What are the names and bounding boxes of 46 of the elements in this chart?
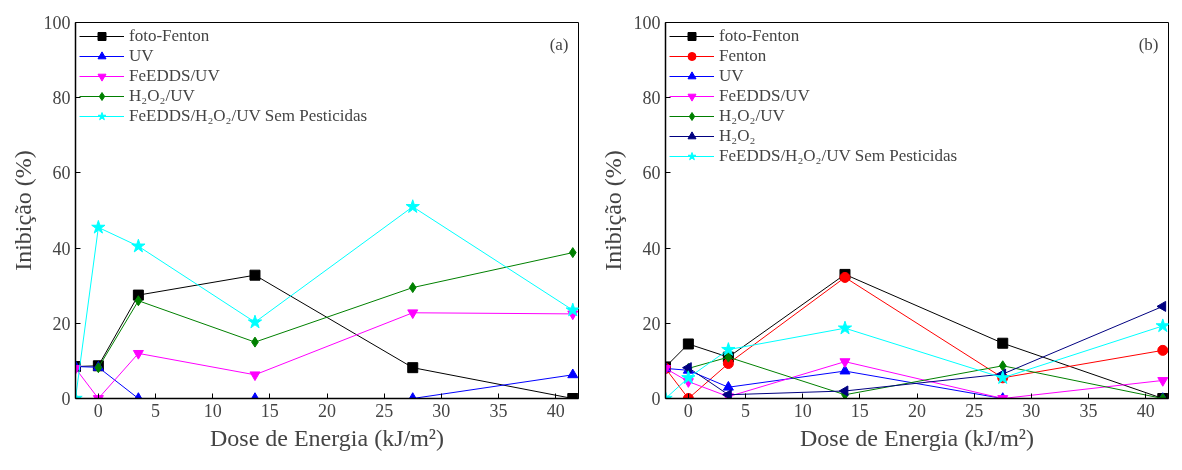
annotation: (a) bbox=[549, 34, 569, 54]
x-tick-label: 35 bbox=[1079, 400, 1098, 421]
x-axis-title: Dose de Energia (kJ/m²) bbox=[209, 424, 445, 451]
x-tick-label: 15 bbox=[850, 400, 869, 421]
y-tick-label: 100 bbox=[43, 13, 71, 33]
legend-label: Fenton bbox=[719, 46, 767, 66]
legend-label: FeEDDS/UV bbox=[719, 86, 810, 106]
x-tick-label: 20 bbox=[318, 400, 336, 421]
x-tick-label: 25 bbox=[375, 400, 394, 421]
x-tick-label: 20 bbox=[908, 400, 926, 421]
legend-label: FeEDDS/H₂O₂/UV Sem Pesticidas bbox=[719, 146, 958, 166]
y-tick-label: 40 bbox=[52, 238, 71, 259]
y-axis-title: Inibição (%) bbox=[9, 150, 36, 271]
legend-label: foto-Fenton bbox=[719, 26, 800, 46]
legend-label: foto-Fenton bbox=[129, 26, 210, 46]
legend-label: FeEDDS/UV bbox=[129, 66, 220, 86]
y-axis-title: Inibição (%) bbox=[599, 150, 626, 271]
x-tick-label: 40 bbox=[546, 400, 565, 421]
x-tick-label: 5 bbox=[741, 400, 751, 421]
x-tick-label: 0 bbox=[683, 400, 693, 421]
y-tick-label: 80 bbox=[642, 88, 661, 109]
x-tick-label: 30 bbox=[432, 400, 451, 421]
y-tick-label: 80 bbox=[52, 88, 71, 109]
x-tick-label: 25 bbox=[965, 400, 984, 421]
x-tick-label: 10 bbox=[203, 400, 222, 421]
x-tick-label: 35 bbox=[489, 400, 508, 421]
x-tick-label: 10 bbox=[793, 400, 812, 421]
x-tick-label: 30 bbox=[1022, 400, 1041, 421]
x-tick-label: 40 bbox=[1136, 400, 1155, 421]
legend-label: H₂O₂ bbox=[719, 126, 756, 146]
y-tick-label: 40 bbox=[642, 238, 661, 259]
legend-label: FeEDDS/H₂O₂/UV Sem Pesticidas bbox=[129, 106, 368, 126]
y-tick-label: 20 bbox=[52, 313, 71, 334]
annotation: (b) bbox=[1138, 34, 1159, 54]
x-axis-title: Dose de Energia (kJ/m²) bbox=[799, 424, 1035, 451]
x-tick-label: 0 bbox=[93, 400, 103, 421]
y-tick-label: 100 bbox=[633, 13, 661, 33]
y-tick-label: 60 bbox=[52, 163, 71, 184]
x-tick-label: 5 bbox=[151, 400, 161, 421]
legend-label: H₂O₂/UV bbox=[719, 106, 785, 126]
legend-label: UV bbox=[719, 66, 744, 86]
x-tick-label: 15 bbox=[260, 400, 279, 421]
legend-label: H₂O₂/UV bbox=[129, 86, 195, 106]
legend-label: UV bbox=[129, 46, 154, 66]
y-tick-label: 60 bbox=[642, 163, 661, 184]
y-tick-label: 20 bbox=[642, 313, 661, 334]
